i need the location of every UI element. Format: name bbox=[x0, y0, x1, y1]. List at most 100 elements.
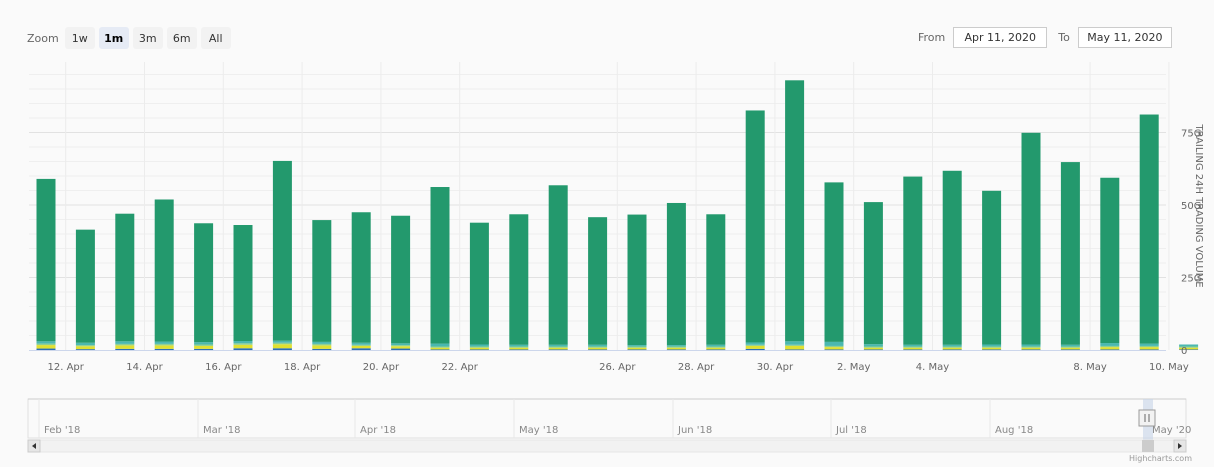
bar-segment bbox=[942, 344, 962, 347]
bar-segment bbox=[36, 343, 56, 346]
bar-segment bbox=[745, 344, 765, 346]
bar-segment bbox=[1021, 347, 1041, 350]
bar-segment bbox=[1100, 347, 1120, 350]
bar-segment bbox=[824, 341, 844, 346]
bar-segment bbox=[115, 345, 135, 349]
bar-segment bbox=[1021, 346, 1041, 348]
bar-segment bbox=[588, 217, 608, 345]
bar-segment bbox=[1021, 132, 1041, 345]
bar-segment bbox=[36, 341, 56, 344]
bar-segment bbox=[824, 347, 844, 350]
scrollbar-track[interactable] bbox=[27, 439, 1187, 453]
x-tick-label: 22. Apr bbox=[442, 362, 479, 373]
bar-segment bbox=[154, 348, 174, 350]
x-tick-label: 20. Apr bbox=[363, 362, 400, 373]
bar-segment bbox=[312, 345, 332, 349]
zoom-label: Zoom bbox=[27, 31, 59, 45]
bar-segment bbox=[509, 349, 529, 351]
zoom-6m-button[interactable]: 6m bbox=[166, 27, 197, 49]
bar-segment bbox=[1100, 343, 1120, 346]
scrollbar-thumb[interactable] bbox=[1142, 440, 1154, 452]
from-label: From bbox=[918, 30, 946, 44]
bar-segment bbox=[509, 344, 529, 347]
zoom-3m-button[interactable]: 3m bbox=[132, 27, 163, 49]
bar-segment bbox=[75, 346, 95, 350]
bar-segment bbox=[588, 344, 608, 347]
to-label: To bbox=[1058, 30, 1070, 44]
bar-segment bbox=[903, 349, 923, 351]
bar-segment bbox=[903, 344, 923, 347]
bar-segment bbox=[588, 346, 608, 348]
bar-segment bbox=[430, 347, 450, 350]
bar-segment bbox=[194, 223, 214, 343]
zoom-all-button[interactable]: All bbox=[200, 27, 231, 49]
bar-segment bbox=[627, 349, 647, 351]
scroll-left-arrow-icon bbox=[32, 443, 36, 449]
x-tick-label: 16. Apr bbox=[205, 362, 242, 373]
bar-segment bbox=[194, 344, 214, 346]
bar-segment bbox=[1139, 343, 1159, 346]
bar-segment bbox=[509, 347, 529, 350]
bar-segment bbox=[706, 347, 726, 350]
bar-segment bbox=[745, 345, 765, 349]
bar-segment bbox=[785, 344, 805, 346]
x-tick-label: 14. Apr bbox=[126, 362, 163, 373]
bar-segment bbox=[36, 348, 56, 350]
bar-segment bbox=[627, 345, 647, 347]
scroll-right-arrow-icon bbox=[1178, 443, 1182, 449]
bar-segment bbox=[312, 348, 332, 350]
bar-segment bbox=[824, 345, 844, 348]
bar-segment bbox=[194, 342, 214, 345]
bar-segment bbox=[982, 346, 1002, 348]
navigator-label: Aug '18 bbox=[995, 425, 1033, 436]
bar-segment bbox=[154, 199, 174, 342]
bar-segment bbox=[942, 347, 962, 350]
bar-segment bbox=[75, 229, 95, 343]
bar-segment bbox=[706, 349, 726, 351]
bar-segment bbox=[1139, 114, 1159, 344]
bar-segment bbox=[351, 212, 371, 343]
bar-segment bbox=[272, 342, 292, 345]
bar-segment bbox=[391, 343, 411, 346]
bar-segment bbox=[982, 349, 1002, 351]
x-tick-label: 4. May bbox=[916, 362, 949, 373]
bar-segment bbox=[1060, 346, 1080, 348]
bar-segment bbox=[745, 110, 765, 343]
bar-segment bbox=[509, 346, 529, 348]
navigator-label: Feb '18 bbox=[44, 425, 80, 436]
bar-segment bbox=[548, 344, 568, 347]
bar-segment bbox=[666, 202, 686, 346]
bar-segment bbox=[272, 340, 292, 343]
navigator-handle-icon[interactable] bbox=[1138, 409, 1156, 427]
bar-segment bbox=[194, 348, 214, 350]
bar-segment bbox=[1139, 347, 1159, 350]
bar-segment bbox=[1179, 344, 1199, 347]
bar-segment bbox=[627, 346, 647, 348]
bar-segment bbox=[1060, 162, 1080, 345]
bar-segment bbox=[351, 345, 371, 349]
from-date-input[interactable]: Apr 11, 2020 bbox=[953, 26, 1048, 48]
bar-segment bbox=[903, 176, 923, 345]
bar-segment bbox=[391, 345, 411, 347]
bar-segment bbox=[75, 349, 95, 350]
date-range: From Apr 11, 2020 To May 11, 2020 bbox=[918, 26, 1172, 48]
bar-segment bbox=[588, 349, 608, 351]
x-tick-label: 12. Apr bbox=[48, 362, 85, 373]
bar-segment bbox=[903, 347, 923, 350]
bar-segment bbox=[351, 342, 371, 345]
bar-segment bbox=[272, 344, 292, 349]
bar-segment bbox=[75, 345, 95, 347]
zoom-1w-button[interactable]: 1w bbox=[64, 27, 95, 49]
bar-segment bbox=[36, 178, 56, 342]
zoom-1m-button[interactable]: 1m bbox=[98, 27, 129, 49]
bar-segment bbox=[706, 346, 726, 348]
x-tick-label: 2. May bbox=[837, 362, 870, 373]
bar-segment bbox=[469, 347, 489, 350]
bar-segment bbox=[1139, 345, 1159, 348]
credits-link[interactable]: Highcharts.com bbox=[1129, 454, 1192, 463]
to-date-input[interactable]: May 11, 2020 bbox=[1077, 26, 1172, 48]
bar-segment bbox=[903, 346, 923, 348]
bar-segment bbox=[942, 346, 962, 348]
bar-segment bbox=[548, 185, 568, 345]
